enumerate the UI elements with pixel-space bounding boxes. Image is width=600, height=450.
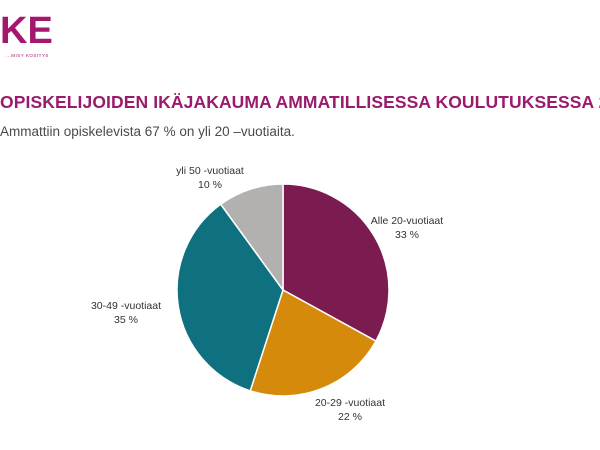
slice-label-name-2: 20-29 -vuotiaat <box>315 397 385 409</box>
brand-logo: KE <box>0 12 53 50</box>
slice-label-value-4: 10 % <box>198 179 222 191</box>
slice-label-value-2: 22 % <box>338 411 362 423</box>
slice-label-name-1: Alle 20-vuotiaat <box>371 215 443 227</box>
page-subtitle: Ammattiin opiskelevista 67 % on yli 20 –… <box>0 124 295 139</box>
logo-text: KE <box>0 10 53 52</box>
pie-slice-1 <box>282 183 390 343</box>
slice-label-name-3: 30-49 -vuotiaat <box>91 300 161 312</box>
pie-slice-2 <box>249 288 377 397</box>
pie-slice-4 <box>219 183 284 293</box>
logo-subtext: ...MISY KOSITYS <box>6 53 49 58</box>
slice-label-name-4: yli 50 -vuotiaat <box>176 165 244 177</box>
slice-label-value-3: 35 % <box>114 314 138 326</box>
pie-slice-3 <box>176 203 284 392</box>
page-title: OPISKELIJOIDEN IKÄJAKAUMA AMMATILLISESSA… <box>0 92 600 112</box>
slice-label-value-1: 33 % <box>395 229 419 241</box>
